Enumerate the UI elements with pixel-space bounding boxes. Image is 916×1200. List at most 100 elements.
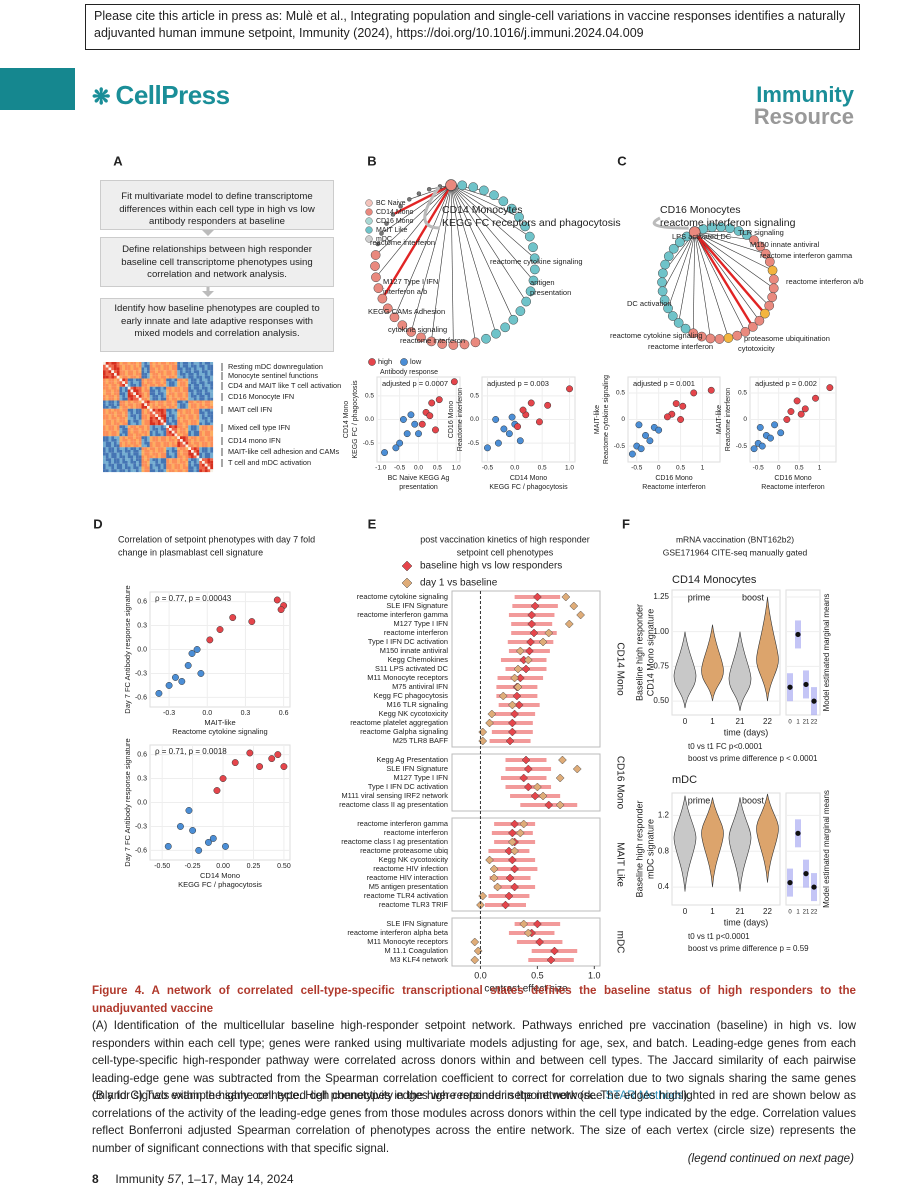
heatmap-cell <box>105 469 109 473</box>
heatmap-cell <box>210 381 214 385</box>
heatmap-cell <box>193 417 197 420</box>
heatmap-cell <box>163 452 167 456</box>
heatmap-cell <box>160 384 164 387</box>
heatmap-cell <box>103 381 106 385</box>
heatmap-cell <box>169 411 172 415</box>
heatmap-cell <box>202 419 205 423</box>
heatmap-cell <box>138 461 142 464</box>
heatmap-cell <box>188 397 192 401</box>
heatmap-cell <box>133 455 137 459</box>
heatmap-cell <box>174 400 178 404</box>
marginal-mean <box>787 880 793 886</box>
heatmap-cell <box>103 439 106 442</box>
heatmap-cell <box>119 469 123 473</box>
panel-letter: C <box>617 153 627 168</box>
module-label: T cell and mDC activation <box>228 458 311 467</box>
heatmap-cell <box>122 378 126 382</box>
heatmap-cell <box>163 378 167 382</box>
heatmap-cell <box>141 384 145 387</box>
network-node <box>398 204 403 209</box>
violin <box>673 631 697 709</box>
heatmap-cell <box>199 466 203 470</box>
heatmap-cell <box>185 417 189 420</box>
heatmap-cell <box>111 373 115 376</box>
network-node <box>489 190 499 201</box>
heatmap-cell <box>180 403 183 407</box>
effect-marker <box>533 592 542 602</box>
heatmap-cell <box>127 386 131 390</box>
heatmap-cell <box>105 397 109 401</box>
heatmap-cell <box>122 463 126 467</box>
network-node <box>663 251 674 262</box>
heatmap-cell <box>147 469 150 473</box>
heatmap-cell <box>144 466 148 470</box>
heatmap-cell <box>196 450 200 453</box>
network-node <box>688 328 699 339</box>
heatmap-cell <box>133 428 137 431</box>
heatmap-cell <box>210 417 214 420</box>
heatmap-cell <box>163 386 167 390</box>
heatmap-cell <box>163 428 167 431</box>
network-node <box>459 339 470 350</box>
heatmap-cell <box>105 370 109 374</box>
heatmap-cell <box>207 386 211 390</box>
heatmap-cell <box>108 403 112 407</box>
heatmap-cell <box>116 384 120 387</box>
heatmap-cell <box>116 430 120 434</box>
y-tick-label: -0.3 <box>135 823 147 830</box>
network-edge <box>694 231 760 321</box>
heatmap-cell <box>152 395 156 398</box>
heatmap-cell <box>119 370 123 374</box>
heatmap-cell <box>199 455 203 459</box>
scatter-point <box>635 421 643 429</box>
heatmap-cell <box>191 378 194 382</box>
heatmap-cell <box>196 433 200 437</box>
x-tick-label: 21 <box>736 907 745 916</box>
heatmap-cell <box>119 450 123 453</box>
heatmap-cell <box>141 381 145 385</box>
heatmap-cell <box>166 425 170 429</box>
heatmap-cell <box>122 392 126 396</box>
network-label: cytotoxicity <box>738 344 775 353</box>
heatmap-cell <box>155 367 159 371</box>
heatmap-cell <box>196 469 200 473</box>
x-tick-label: -0.5 <box>394 465 406 472</box>
heatmap-cell <box>144 430 148 434</box>
heatmap-cell <box>149 417 153 420</box>
heatmap-cell <box>138 436 142 440</box>
heatmap-cell <box>191 439 194 442</box>
heatmap-cell <box>122 367 126 371</box>
caption-link[interactable]: STAR Methods <box>605 1089 684 1103</box>
footer-volume: 57 <box>167 1172 181 1186</box>
heatmap-cell <box>111 381 115 385</box>
heatmap-cell <box>210 389 214 393</box>
heatmap-cell <box>193 411 197 415</box>
heatmap-cell <box>169 444 172 448</box>
heatmap-cell <box>147 455 150 459</box>
heatmap-cell <box>136 422 139 426</box>
heatmap-cell <box>188 422 192 426</box>
scatter-point <box>277 606 285 614</box>
legend-label: CD16 Mono <box>376 218 413 225</box>
heatmap-cell <box>166 397 170 401</box>
heatmap-cell <box>125 425 128 429</box>
heatmap-cell <box>202 447 205 451</box>
heatmap-cell <box>188 406 192 409</box>
heatmap-cell <box>158 450 161 453</box>
network-edge <box>450 185 454 345</box>
heatmap-cell <box>130 469 134 473</box>
heatmap-cell <box>196 406 200 409</box>
heatmap-cell <box>196 408 200 412</box>
heatmap-cell <box>105 419 109 423</box>
heatmap-cell <box>133 367 137 371</box>
heatmap-cell <box>210 455 214 459</box>
heatmap-cell <box>122 425 126 429</box>
heatmap-cell <box>105 411 109 415</box>
heatmap-cell <box>196 455 200 459</box>
network-node <box>749 235 759 245</box>
heatmap-cell <box>147 428 150 431</box>
heatmap-cell <box>185 362 189 365</box>
heatmap-cell <box>193 392 197 396</box>
network-label: LPS activated DC <box>672 232 732 241</box>
heatmap-cell <box>166 447 170 451</box>
